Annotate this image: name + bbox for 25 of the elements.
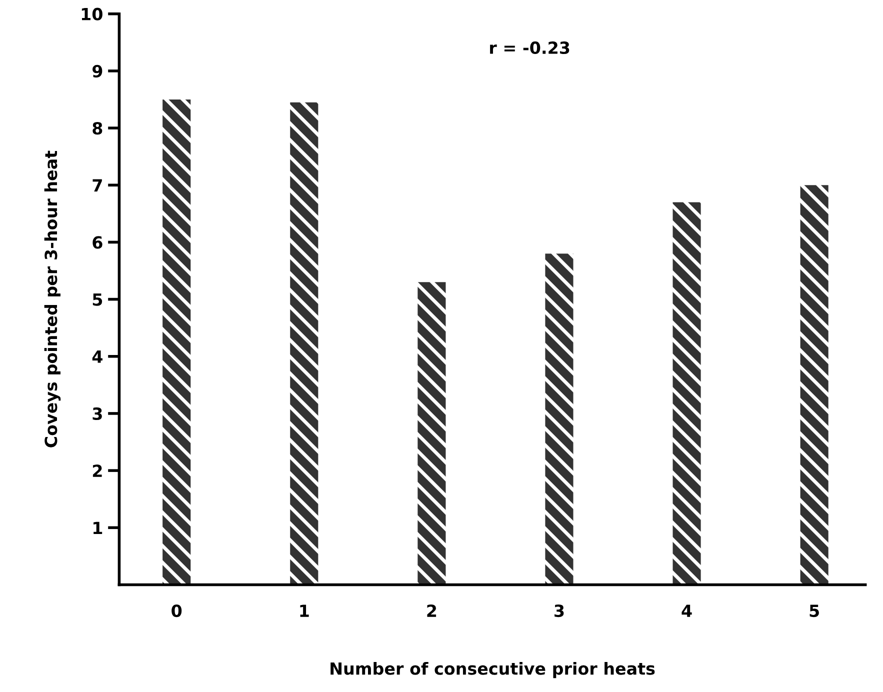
- y-tick-label: 9: [92, 64, 102, 78]
- bar: [800, 185, 828, 585]
- bar: [290, 102, 318, 585]
- y-tick-label: 7: [92, 179, 102, 192]
- bar: [418, 282, 446, 585]
- x-tick-label: 2: [427, 604, 436, 617]
- bar: [672, 202, 701, 585]
- x-tick-label: 4: [682, 604, 692, 617]
- y-tick-label: 4: [92, 350, 102, 363]
- y-tick-label: 5: [92, 293, 102, 306]
- bar: [162, 99, 191, 585]
- x-tick-label: 0: [172, 604, 182, 618]
- y-tick-label: 10: [82, 8, 102, 20]
- annotation: r = -0.23: [490, 41, 570, 54]
- x-axis-title: Number of consecutive prior heats: [330, 662, 655, 678]
- y-tick-label: 2: [92, 464, 102, 477]
- y-axis-title: Coveys pointed per 3-hour heat: [44, 150, 61, 448]
- y-tick-label: 1: [94, 522, 102, 534]
- bar: [545, 254, 574, 585]
- x-tick-label: 1: [300, 604, 309, 617]
- y-tick-label: 8: [92, 122, 102, 135]
- x-tick-label: 3: [554, 604, 564, 618]
- x-tick-label: 5: [810, 604, 819, 618]
- y-tick-label: 3: [92, 407, 102, 420]
- y-tick-label: 6: [92, 236, 102, 249]
